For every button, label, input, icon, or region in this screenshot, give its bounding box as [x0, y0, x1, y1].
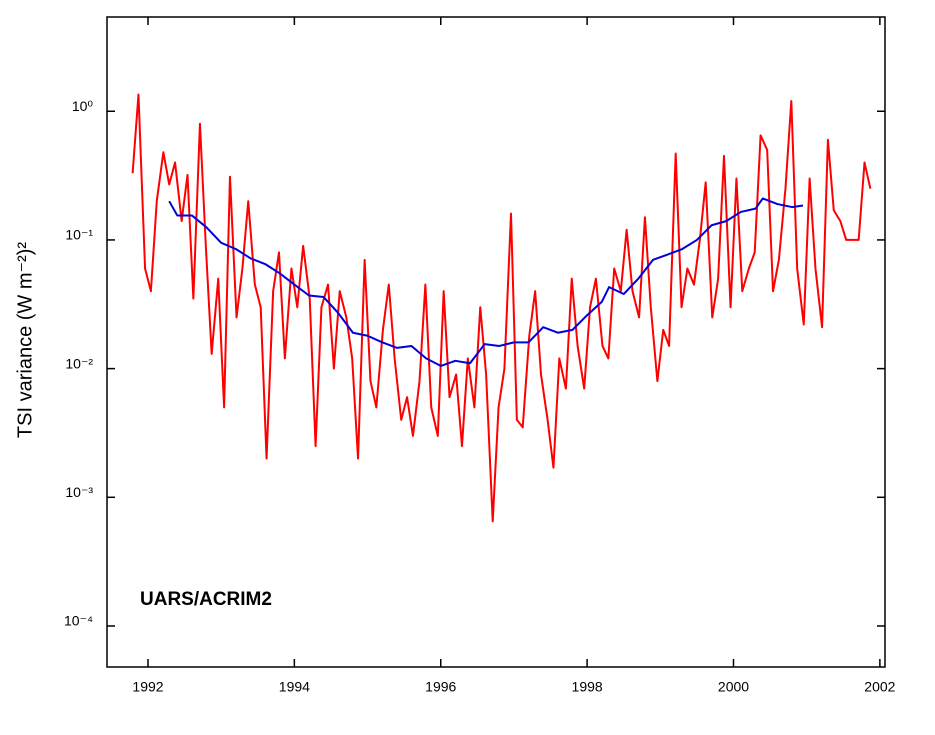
y-axis-label: TSI variance (W m⁻²)²: [14, 242, 36, 438]
series-line: [168, 197, 804, 367]
lines: [131, 93, 872, 523]
y-tick-label: 10⁻²: [65, 355, 93, 371]
x-tick-label: 1996: [425, 679, 456, 695]
plot-frame: [106, 16, 886, 668]
x-tick-label: 1992: [132, 679, 163, 695]
x-tick-label: 1994: [279, 679, 310, 695]
y-tick-label: 10⁻³: [65, 484, 93, 500]
y-tick-label: 10⁻⁴: [64, 613, 93, 629]
annotation: UARS/ACRIM2: [140, 589, 272, 610]
y-tick-label: 10⁻¹: [65, 227, 93, 243]
series-line: [131, 93, 872, 523]
x-tick-label: 1998: [572, 679, 603, 695]
x-tick-label: 2000: [718, 679, 749, 695]
y-tick-label: 10⁰: [72, 98, 94, 114]
x-tick-label: 2002: [864, 679, 895, 695]
